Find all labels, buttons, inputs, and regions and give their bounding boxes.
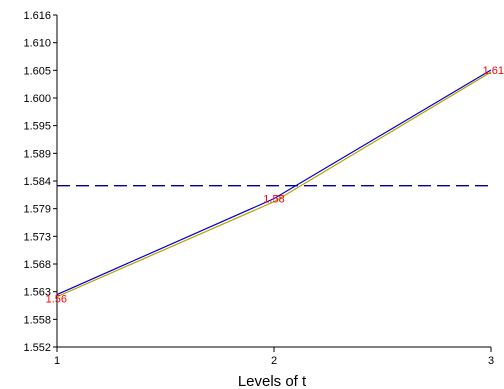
series-layer (56, 69, 492, 298)
y-tick-label: 1.563 (23, 287, 51, 299)
y-axis: 1.552 1.558 1.563 1.568 1.573 1.579 1.584 1.589… (23, 10, 58, 354)
y-tick-label: 1.605 (23, 65, 51, 77)
y-tick-label: 1.573 (23, 231, 51, 243)
data-label: 1.61 (483, 65, 504, 77)
x-axis: 1 2 3 (54, 346, 494, 367)
y-tick-label: 1.595 (23, 121, 51, 133)
y-tick-label: 1.616 (23, 10, 51, 22)
y-tick-label: 1.600 (23, 93, 51, 105)
x-tick-label: 1 (54, 355, 60, 367)
series-line-secondary (56, 71, 492, 298)
y-tick-label: 1.568 (23, 259, 51, 271)
y-tick-label: 1.579 (23, 204, 51, 216)
y-tick-label: 1.558 (23, 314, 51, 326)
data-label: 1.56 (46, 294, 67, 306)
x-axis-title: Levels of t (238, 373, 307, 389)
data-label-layer: 1.56 1.58 1.61 (46, 65, 504, 306)
y-tick-label: 1.552 (23, 342, 51, 354)
x-tick-label: 2 (271, 355, 277, 367)
x-tick-label: 3 (488, 355, 494, 367)
data-label: 1.58 (263, 194, 284, 206)
series-line-primary (56, 69, 492, 296)
y-tick-label: 1.610 (23, 38, 51, 50)
y-tick-label: 1.584 (23, 176, 51, 188)
y-tick-label: 1.589 (23, 148, 51, 160)
